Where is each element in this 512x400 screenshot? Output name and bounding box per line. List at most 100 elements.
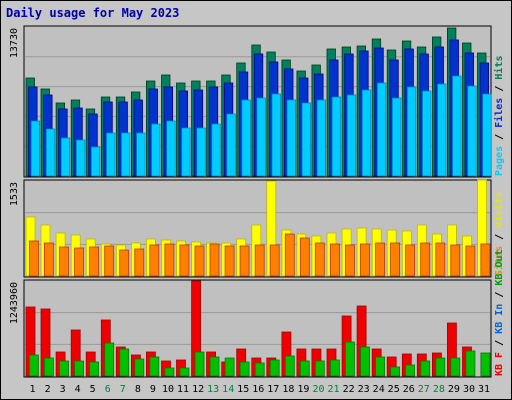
bar-pages-day-29: [452, 75, 462, 177]
bar-sites-day-8: [134, 248, 145, 277]
bar-sites-day-12: [194, 245, 205, 277]
bar-kb-in-day-31: [480, 352, 491, 377]
x-tick-label-day-16: 16: [252, 384, 264, 395]
bar-sites-day-7: [119, 249, 130, 277]
chart-title: Daily usage for May 2023: [6, 6, 180, 20]
bar-sites-day-11: [179, 244, 190, 277]
x-tick-label-day-2: 2: [45, 384, 51, 395]
bar-sites-day-9: [149, 244, 160, 277]
legend-kb-in: KB In: [494, 304, 505, 334]
bar-sites-day-22: [344, 244, 355, 277]
bar-pages-day-15: [241, 99, 251, 177]
bar-pages-day-14: [226, 113, 236, 177]
x-tick-label-day-27: 27: [418, 384, 430, 395]
panel-3-ymax-label: 1243960: [9, 282, 20, 324]
bar-sites-day-10: [164, 243, 175, 277]
bar-kb-in-day-2: [44, 357, 54, 377]
panel-2-ymax-label: 1533: [9, 182, 20, 206]
x-tick-label-day-13: 13: [207, 384, 219, 395]
bar-kb-in-day-20: [314, 360, 325, 377]
x-tick-label-day-30: 30: [463, 384, 475, 395]
legend-sep-1: /: [494, 134, 505, 140]
x-tick-label-day-31: 31: [478, 384, 490, 395]
bar-pages-day-25: [391, 97, 402, 177]
bar-kb-in-day-7: [119, 348, 130, 377]
bar-kb-in-day-12: [194, 351, 205, 377]
x-tick-label-day-6: 6: [105, 384, 111, 395]
bar-kb-in-day-18: [284, 355, 295, 377]
bar-kb-in-day-17: [269, 359, 280, 377]
x-tick-label-day-5: 5: [90, 384, 96, 395]
bar-pages-day-13: [211, 123, 221, 177]
x-tick-label-day-7: 7: [120, 384, 126, 395]
x-tick-label-day-28: 28: [433, 384, 445, 395]
bar-sites-day-6: [104, 245, 115, 277]
x-tick-label-day-23: 23: [358, 384, 370, 395]
legend-hits: Hits: [493, 56, 505, 80]
bar-kb-in-day-8: [134, 358, 145, 377]
legend-sep-2: /: [494, 86, 505, 92]
legend-visits: Visits: [493, 192, 505, 228]
bar-sites-day-18: [284, 233, 295, 277]
bar-kb-in-day-24: [375, 356, 386, 377]
bar-sites-day-17: [269, 244, 280, 277]
x-tick-label-day-17: 17: [267, 384, 279, 395]
bar-kb-in-day-4: [74, 360, 84, 377]
bar-kb-in-day-6: [104, 342, 115, 377]
x-tick-label-day-3: 3: [60, 384, 66, 395]
legend-sep-3: /: [494, 234, 505, 240]
bar-pages-day-11: [181, 127, 191, 177]
bar-sites-day-3: [59, 246, 69, 277]
bar-pages-day-8: [136, 132, 146, 177]
bar-kb-in-day-29: [450, 357, 461, 377]
bar-sites-day-23: [360, 243, 370, 277]
x-tick-label-day-11: 11: [177, 384, 189, 395]
x-tick-label-day-29: 29: [448, 384, 460, 395]
bar-pages-day-6: [106, 132, 116, 177]
bar-kb-in-day-11: [179, 367, 190, 377]
bar-kb-in-day-26: [405, 364, 416, 377]
bar-sites-day-1: [28, 240, 39, 277]
legend-pages: Pages: [494, 146, 505, 176]
bar-sites-day-13: [209, 243, 220, 277]
bar-kb-in-day-28: [435, 357, 446, 377]
bar-sites-day-27: [420, 242, 431, 277]
x-tick-label-day-21: 21: [327, 384, 339, 395]
bar-kb-in-day-25: [390, 366, 401, 377]
x-tick-label-day-15: 15: [237, 384, 249, 395]
legend-files: Files: [493, 98, 505, 128]
x-tick-label-day-8: 8: [135, 384, 141, 395]
bar-kb-in-day-21: [329, 359, 340, 377]
bar-pages-day-1: [30, 120, 41, 177]
panel-2-legend: Sites / Visits: [493, 192, 505, 276]
legend-sites: Sites: [493, 246, 505, 276]
bar-pages-day-26: [406, 86, 417, 177]
bar-pages-day-30: [467, 85, 477, 177]
bar-sites-day-5: [89, 246, 99, 277]
x-tick-label-day-26: 26: [403, 384, 415, 395]
bar-sites-day-4: [74, 247, 84, 277]
bar-pages-day-17: [271, 93, 281, 177]
bar-pages-day-12: [196, 127, 206, 177]
bar-pages-day-19: [301, 102, 312, 177]
x-tick-label-day-18: 18: [282, 384, 294, 395]
x-tick-label-day-19: 19: [297, 384, 309, 395]
x-tick-label-day-22: 22: [343, 384, 355, 395]
bar-pages-day-5: [91, 146, 101, 177]
x-tick-label-day-1: 1: [29, 384, 35, 395]
legend-kb-f: KB F: [494, 352, 505, 376]
bar-sites-day-14: [224, 245, 235, 277]
x-tick-label-day-25: 25: [388, 384, 400, 395]
bar-kb-in-day-30: [465, 350, 476, 377]
bar-kb-in-day-13: [209, 356, 220, 377]
x-tick-label-day-14: 14: [222, 384, 234, 395]
bar-sites-day-15: [239, 245, 250, 277]
bar-pages-day-27: [422, 90, 432, 177]
bar-pages-day-28: [437, 83, 447, 177]
bar-sites-day-25: [390, 242, 401, 277]
bar-sites-day-31: [480, 243, 491, 277]
bar-kb-in-day-15: [239, 361, 250, 377]
bar-sites-day-30: [465, 245, 476, 277]
bar-pages-day-24: [376, 82, 387, 177]
